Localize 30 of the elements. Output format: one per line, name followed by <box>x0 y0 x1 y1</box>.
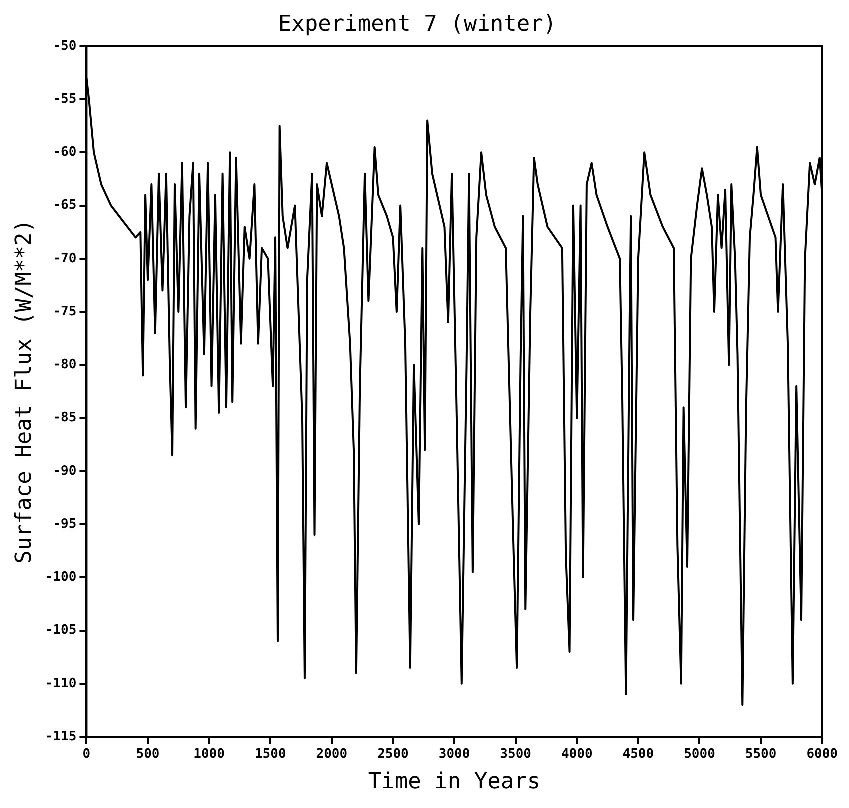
x-axis-title: Time in Years <box>368 770 541 795</box>
x-tick-label: 4000 <box>561 747 593 762</box>
y-tick-label: -65 <box>53 198 77 214</box>
y-tick-label: -85 <box>53 410 77 426</box>
x-tick-label: 5000 <box>684 747 716 762</box>
y-tick-label: -115 <box>45 729 77 744</box>
y-tick-label: -50 <box>53 38 77 54</box>
y-tick-label: -60 <box>53 145 77 160</box>
y-tick-label: -95 <box>53 516 77 532</box>
y-tick-label: -100 <box>45 570 77 586</box>
x-tick-label: 4500 <box>622 747 654 762</box>
x-tick-label: 3000 <box>438 747 470 762</box>
x-tick-label: 5500 <box>745 747 777 762</box>
x-tick-label: 0 <box>82 747 91 762</box>
x-tick-label: 1000 <box>194 747 226 762</box>
y-tick-label: -55 <box>53 92 77 107</box>
y-tick-label: -110 <box>45 676 77 692</box>
x-tick-label: 2500 <box>378 747 410 762</box>
y-tick-label: -80 <box>53 358 77 373</box>
y-axis-title: Surface Heat Flux (W/M**2) <box>12 220 37 564</box>
x-tick-label: 2000 <box>316 747 348 762</box>
x-tick-label: 500 <box>136 747 160 762</box>
x-tick-label: 6000 <box>806 747 838 762</box>
x-tick-label: 3500 <box>500 747 532 762</box>
y-tick-label: -105 <box>45 623 77 638</box>
chart-title: Experiment 7 (winter) <box>278 12 557 37</box>
y-tick-label: -70 <box>53 251 77 266</box>
y-tick-label: -75 <box>53 304 77 320</box>
x-tick-label: 1500 <box>254 747 286 762</box>
y-tick-label: -90 <box>53 464 77 479</box>
